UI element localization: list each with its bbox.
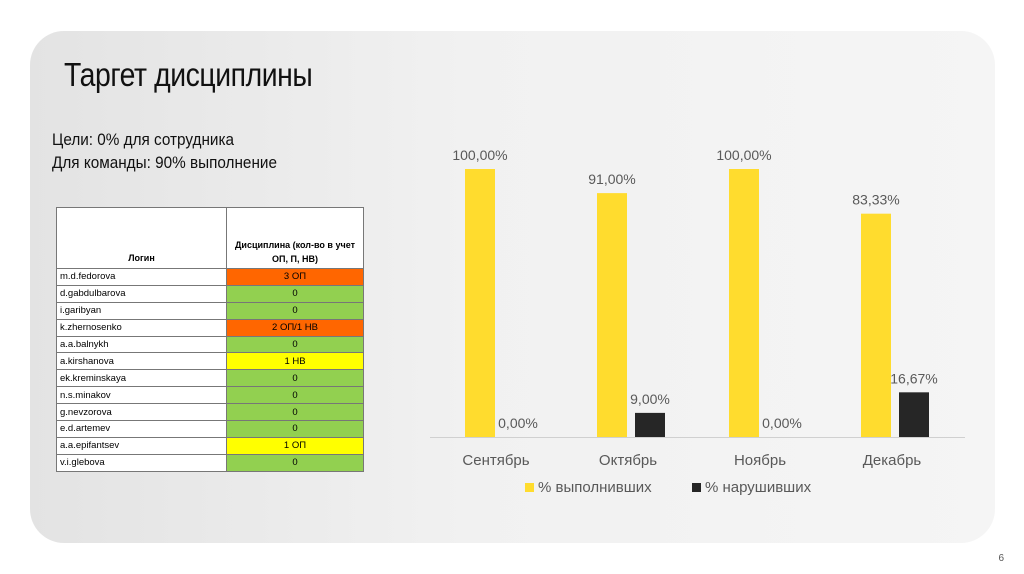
login-cell: k.zhernosenko [56,318,227,337]
login-cell: a.kirshanova [56,352,227,371]
category-label: Октябрь [599,452,657,469]
discipline-cell: 0 [226,369,364,388]
page-number: 6 [998,553,1004,564]
data-label-completed: 83,33% [852,192,899,208]
table-row: k.zhernosenko 2 ОП/1 НВ [56,318,364,337]
legend-swatch [525,483,534,492]
data-label-violated: 0,00% [498,415,538,431]
discipline-cell: 0 [226,420,364,438]
goal-employee: Цели: 0% для сотрудника [52,130,234,149]
discipline-cell: 2 ОП/1 НВ [226,318,364,337]
bar-violated [635,412,665,437]
header-login: Логин [56,207,227,269]
discipline-cell: 1 ОП [226,436,364,455]
table-row: e.d.artemev 0 [56,420,364,438]
bar-violated [899,392,929,437]
data-label-completed: 100,00% [716,147,771,163]
category-label: Сентябрь [462,452,529,469]
discipline-cell: 0 [226,403,364,422]
discipline-cell: 3 ОП [226,268,364,286]
discipline-table: Логин Дисциплина (кол-во в учет ОП, П, Н… [56,207,364,472]
data-label-completed: 100,00% [452,147,507,163]
data-label-completed: 91,00% [588,171,635,187]
legend-label: % нарушивших [705,479,812,496]
login-cell: d.gabdulbarova [56,284,227,303]
bar-completed [597,193,627,437]
discipline-bar-chart: 100,00% 0,00% Сентябрь 91,00% 9,00% Октябрь 10… [430,147,965,496]
discipline-cell: 1 НВ [226,352,364,371]
table-row: ek.kreminskaya 0 [56,369,364,388]
discipline-cell: 0 [226,335,364,354]
login-cell: e.d.artemev [56,420,227,438]
slide-title: Таргет дисциплины [64,56,313,93]
category-label: Декабрь [863,452,922,469]
legend-swatch [692,483,701,492]
discipline-cell: 0 [226,453,364,472]
data-label-violated: 0,00% [762,415,802,431]
login-cell: n.s.minakov [56,386,227,405]
discipline-cell: 0 [226,301,364,320]
table-row: a.kirshanova 1 НВ [56,352,364,371]
header-discipline: Дисциплина (кол-во в учет ОП, П, НВ) [226,207,364,269]
login-cell: a.a.balnykh [56,335,227,354]
table-row: n.s.minakov 0 [56,386,364,405]
bar-completed [729,169,759,437]
table-row: i.garibyan 0 [56,301,364,320]
login-cell: v.i.glebova [56,453,227,472]
table-row: a.a.balnykh 0 [56,335,364,354]
login-cell: ek.kreminskaya [56,369,227,388]
table-row: v.i.glebova 0 [56,453,364,472]
legend-label: % выполнивших [538,479,652,496]
bar-completed [861,213,891,437]
category-label: Ноябрь [734,452,786,469]
data-label-violated: 9,00% [630,391,670,407]
table-row: g.nevzorova 0 [56,403,364,422]
bar-completed [465,169,495,437]
goal-team: Для команды: 90% выполнение [52,153,277,172]
login-cell: g.nevzorova [56,403,227,422]
table-row: a.a.epifantsev 1 ОП [56,436,364,455]
login-cell: i.garibyan [56,301,227,320]
login-cell: m.d.fedorova [56,268,227,286]
discipline-cell: 0 [226,386,364,405]
discipline-cell: 0 [226,284,364,303]
table-row: m.d.fedorova 3 ОП [56,268,364,286]
data-label-violated: 16,67% [890,370,937,386]
login-cell: a.a.epifantsev [56,436,227,455]
table-row: d.gabdulbarova 0 [56,284,364,303]
